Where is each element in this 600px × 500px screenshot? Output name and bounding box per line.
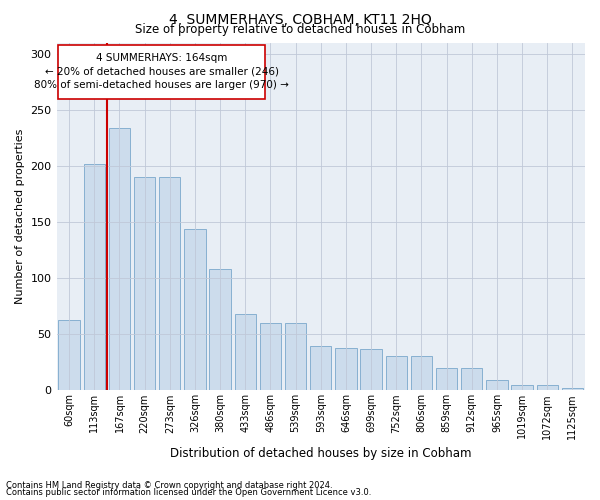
Bar: [486, 380, 508, 390]
Bar: [562, 388, 583, 390]
Bar: [134, 177, 155, 390]
Bar: [83, 164, 105, 390]
Bar: [235, 314, 256, 390]
Text: 80% of semi-detached houses are larger (970) →: 80% of semi-detached houses are larger (…: [34, 80, 289, 90]
Bar: [285, 323, 307, 390]
Bar: [184, 229, 206, 390]
Bar: [109, 128, 130, 390]
Text: 4 SUMMERHAYS: 164sqm: 4 SUMMERHAYS: 164sqm: [96, 52, 227, 62]
Y-axis label: Number of detached properties: Number of detached properties: [15, 129, 25, 304]
Text: Contains public sector information licensed under the Open Government Licence v3: Contains public sector information licen…: [6, 488, 371, 497]
Text: 4, SUMMERHAYS, COBHAM, KT11 2HQ: 4, SUMMERHAYS, COBHAM, KT11 2HQ: [169, 12, 431, 26]
Text: Contains HM Land Registry data © Crown copyright and database right 2024.: Contains HM Land Registry data © Crown c…: [6, 480, 332, 490]
Bar: [361, 349, 382, 391]
Bar: [58, 320, 80, 390]
Bar: [58, 44, 265, 98]
Bar: [335, 348, 356, 391]
Bar: [159, 177, 181, 390]
Bar: [411, 356, 432, 390]
Bar: [461, 368, 482, 390]
X-axis label: Distribution of detached houses by size in Cobham: Distribution of detached houses by size …: [170, 447, 472, 460]
Bar: [209, 269, 231, 390]
Bar: [511, 385, 533, 390]
Bar: [436, 368, 457, 390]
Bar: [536, 385, 558, 390]
Bar: [310, 346, 331, 391]
Bar: [386, 356, 407, 390]
Text: Size of property relative to detached houses in Cobham: Size of property relative to detached ho…: [135, 22, 465, 36]
Bar: [260, 323, 281, 390]
Text: ← 20% of detached houses are smaller (246): ← 20% of detached houses are smaller (24…: [44, 66, 278, 76]
